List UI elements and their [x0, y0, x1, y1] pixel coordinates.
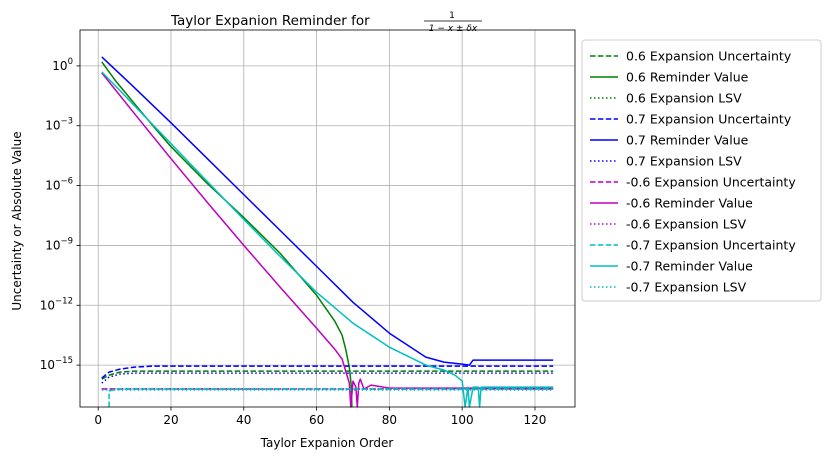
legend-label-4: 0.7 Reminder Value [626, 133, 749, 148]
y-tick-label: 10−3 [45, 117, 73, 133]
legend-label-10: -0.7 Reminder Value [626, 259, 753, 274]
legend-label-7: -0.6 Reminder Value [626, 196, 753, 211]
x-tick-label: 80 [382, 413, 397, 427]
legend-label-9: -0.7 Expansion Uncertainty [626, 238, 796, 253]
chart-title-text: Taylor Expanion Reminder for [170, 13, 370, 29]
chart-title: Taylor Expanion Reminder for 1 1 − x ± δ… [170, 11, 482, 34]
legend-label-11: -0.7 Expansion LSV [626, 280, 747, 295]
series-line-1 [101, 61, 353, 408]
legend-label-6: -0.6 Expansion Uncertainty [626, 175, 796, 190]
series-line-0 [101, 370, 554, 380]
series-line-7 [101, 72, 554, 408]
legend-label-5: 0.7 Expansion LSV [626, 154, 742, 169]
legend-label-2: 0.6 Expansion LSV [626, 91, 742, 106]
series-line-3 [101, 365, 554, 379]
x-tick-label: 40 [236, 413, 251, 427]
x-tick-label: 0 [94, 413, 102, 427]
axis-ticks: 0 20 40 60 80 100 120 100 10−3 10−6 10−9 10−12 10−15 [40, 57, 547, 427]
x-tick-label: 20 [163, 413, 178, 427]
legend-label-1: 0.6 Reminder Value [626, 70, 749, 85]
legend-label-0: 0.6 Expansion Uncertainty [626, 49, 792, 64]
x-tick-label: 100 [451, 413, 474, 427]
x-axis-label: Taylor Expanion Order [260, 436, 394, 450]
plot-area-frame [79, 29, 576, 408]
y-tick-label: 10−12 [40, 296, 73, 312]
series-line-4 [101, 56, 554, 366]
legend-label-3: 0.7 Expansion Uncertainty [626, 112, 792, 127]
legend-frame [581, 39, 822, 302]
y-tick-label: 10−15 [40, 356, 73, 372]
y-tick-label: 10−9 [45, 236, 73, 252]
series-line-10 [101, 71, 554, 408]
series-line-5 [101, 372, 554, 384]
y-tick-label: 10−6 [45, 177, 73, 193]
y-axis-label: Uncertainty or Absolute Value [10, 131, 24, 310]
title-fraction-denominator: 1 − x ± δx [429, 24, 478, 34]
title-fraction-numerator: 1 [449, 11, 455, 21]
legend: 0.6 Expansion Uncertainty 0.6 Reminder Va… [581, 39, 822, 302]
legend-label-8: -0.6 Expansion LSV [626, 217, 747, 232]
y-tick-label: 100 [52, 57, 73, 73]
grid [80, 30, 575, 407]
x-tick-label: 60 [309, 413, 324, 427]
series-line-9 [108, 388, 554, 407]
x-tick-label: 120 [524, 413, 547, 427]
plot-lines [101, 56, 554, 408]
